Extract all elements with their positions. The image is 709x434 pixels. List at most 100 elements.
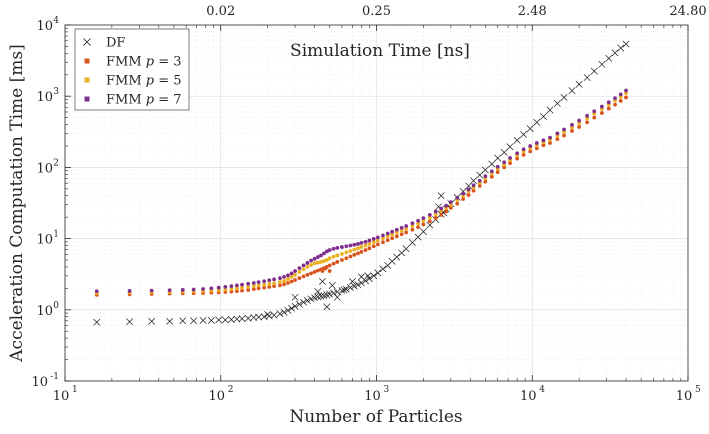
legend-label-main: FMM [106, 55, 146, 70]
df-point [546, 106, 554, 114]
fmm-point [352, 242, 357, 247]
legend-label-rest: = 3 [154, 55, 181, 70]
fmm-point [416, 225, 421, 230]
fmm-point [278, 283, 282, 288]
fmm-point [167, 288, 172, 293]
fmm-point [359, 245, 364, 249]
df-point [166, 317, 174, 325]
x-tick-label: 10 [208, 389, 225, 404]
df-point [264, 311, 272, 318]
df-point [539, 112, 547, 120]
df-point [459, 187, 467, 195]
fmm-point [385, 231, 390, 236]
fmm-point [495, 164, 500, 169]
fmm-point [399, 225, 404, 230]
fmm-point [421, 222, 426, 227]
top-tick-label: 2.48 [518, 4, 547, 19]
df-point [419, 228, 427, 236]
df-point [317, 292, 325, 300]
legend-label-rest: = 5 [154, 74, 181, 89]
fmm-point [363, 248, 368, 252]
fmm-point [293, 272, 297, 277]
fmm-point [416, 221, 421, 226]
fmm-point [272, 284, 276, 289]
fmm-point [319, 260, 323, 264]
fmm-point [312, 256, 317, 261]
fmm-point [282, 278, 286, 283]
df-point [374, 269, 382, 277]
fmm-point [495, 170, 500, 174]
fmm-point [410, 224, 415, 228]
fmm-point [209, 286, 214, 291]
df-point [148, 317, 156, 325]
fmm-point [251, 287, 256, 292]
df-point [328, 281, 336, 289]
fmm-point [348, 254, 353, 259]
fmm-point [235, 286, 239, 291]
fmm-point [229, 289, 234, 294]
fmm-point [344, 250, 349, 255]
fmm-point [305, 261, 310, 265]
fmm-point [315, 255, 320, 259]
fmm-point [309, 263, 313, 267]
fmm-point [466, 187, 471, 192]
fmm-point [618, 98, 623, 103]
fmm-point [278, 280, 282, 284]
fmm-point [502, 165, 507, 170]
fmm-point [439, 213, 444, 217]
fmm-point [618, 92, 623, 97]
fmm-point [223, 287, 228, 292]
fmm-point [381, 240, 385, 245]
df-point [364, 272, 372, 280]
fmm-point [312, 261, 317, 266]
df-point [227, 316, 235, 323]
fmm-point [335, 260, 340, 264]
fmm-point [592, 115, 597, 120]
fmm-point [293, 269, 297, 273]
df-point [611, 49, 619, 57]
fmm-point [385, 238, 390, 243]
fmm-point [577, 118, 582, 123]
df-point [476, 171, 484, 179]
fmm-point [348, 243, 353, 248]
series-3 [94, 88, 628, 294]
fmm-point [624, 88, 628, 93]
fmm-point [331, 261, 336, 266]
fmm-point [282, 274, 286, 279]
fmm-point [191, 287, 196, 292]
fmm-point [471, 188, 476, 193]
fmm-point [375, 242, 380, 247]
y-tick-exponent: 3 [53, 87, 59, 97]
fmm-point [555, 137, 560, 141]
y-tick-label: 10 [31, 375, 48, 390]
fmm-point [541, 138, 546, 143]
df-point [568, 87, 576, 95]
fmm-point [562, 127, 566, 132]
fmm-point [297, 266, 302, 271]
fmm-point [483, 174, 488, 179]
top-tick-label: 0.25 [362, 4, 391, 19]
df-point [553, 100, 561, 107]
fmm-point [331, 246, 336, 251]
fmm-point [246, 281, 251, 286]
fmm-point [502, 160, 507, 165]
fmm-point [390, 232, 395, 237]
df-point [393, 253, 401, 261]
df-point [300, 298, 307, 306]
df-point [221, 316, 229, 324]
fmm-point [356, 251, 360, 256]
df-point [533, 118, 541, 126]
fmm-point [427, 213, 432, 217]
fmm-point [448, 200, 453, 205]
fmm-point [289, 274, 294, 279]
fmm-point [444, 209, 449, 214]
fmm-point [344, 244, 349, 249]
fmm-point [256, 286, 261, 291]
y-tick-label: 10 [36, 161, 53, 176]
df-point [284, 306, 292, 314]
fmm-point [297, 270, 302, 274]
series-0 [93, 40, 630, 326]
fmm-point [335, 246, 340, 250]
fmm-point [515, 151, 520, 156]
